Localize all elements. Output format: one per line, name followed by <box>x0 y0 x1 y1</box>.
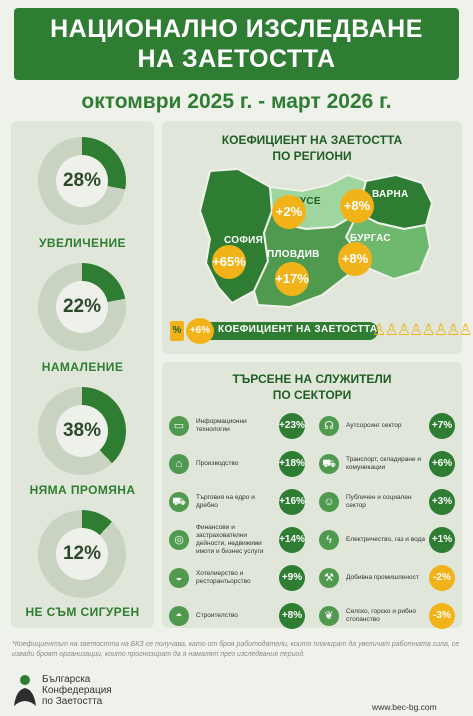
logo-line-3: по Заетостта <box>42 696 103 707</box>
sector-row: ☊ Аутсорсинг сектор +7% <box>314 413 457 439</box>
sector-label: Производство <box>196 460 239 467</box>
helmet-icon: ◓ <box>169 606 189 626</box>
computer-icon: ▭ <box>169 416 189 436</box>
sector-value: +7% <box>429 413 455 439</box>
sector-row: ⚒ Добивна промишленост -2% <box>314 565 457 591</box>
sector-row: ☺ Публичен и социален сектор +3% <box>314 489 457 515</box>
people-icon: ☺ <box>319 492 339 512</box>
region-varna-value: +8% <box>340 189 374 223</box>
logo-text: Българска Конфедерация по Заетостта <box>42 674 112 707</box>
bkz-logo-icon <box>14 675 36 706</box>
pickaxe-icon: ⚒ <box>319 568 339 588</box>
sector-value: +14% <box>279 527 305 553</box>
leaf-icon: ❦ <box>319 606 339 626</box>
lightning-icon: ϟ <box>319 530 339 550</box>
sector-label: Публичен и социален сектор <box>346 494 412 509</box>
sector-row: ▭ Информационни технологии +23% <box>164 413 307 439</box>
region-sofia-value: +65% <box>212 245 246 279</box>
donut-no-change-label: НЯМА ПРОМЯНА <box>29 483 136 497</box>
regions-title-line-2: ПО РЕГИОНИ <box>272 149 352 163</box>
region-sofia-label: СОФИЯ <box>224 235 264 246</box>
sector-value: +16% <box>279 489 305 515</box>
region-varna-label: ВАРНА <box>372 189 409 200</box>
cart-icon: ⛟ <box>169 492 189 512</box>
region-plovdiv-label: ПЛОВДИВ <box>267 249 320 260</box>
sector-row: ◎ Финансови и застрахователни дейности, … <box>164 524 307 555</box>
website-link[interactable]: www.bec-bg.com <box>372 702 437 712</box>
sector-label: Финансови и застрахователни дейности, не… <box>196 524 264 555</box>
regions-panel: КОЕФИЦИЕНТ НА ЗАЕТОСТТА ПО РЕГИОНИ РУСЕ … <box>162 121 473 354</box>
coefficient-bar: % +6% КОЕФИЦИЕНТ НА ЗАЕТОСТТА ♙♙♙♙♙♙♙♙♙ <box>170 318 473 344</box>
sector-label: Хотелиерство и ресторантьорство <box>196 570 251 585</box>
people-row-icon: ♙♙♙♙♙♙♙♙♙ <box>372 322 473 339</box>
sector-value: +1% <box>429 527 455 553</box>
donut-no-change-value: 38% <box>62 420 102 441</box>
footnote: *Коефициентът на заетостта на БКЗ се пол… <box>12 641 460 658</box>
title-line-2: НА ЗАЕТОСТТА <box>137 45 336 73</box>
headset-icon: ☊ <box>319 416 339 436</box>
percent-icon: % <box>170 321 184 341</box>
donut-increase-label: УВЕЛИЧЕНИЕ <box>39 236 126 250</box>
sector-label: Транспорт, складиране и комуникации <box>346 456 422 471</box>
donut-no-change: 38% <box>38 387 126 475</box>
donut-decrease: 22% <box>38 263 126 351</box>
title-banner: НАЦИОНАЛНО ИЗСЛЕДВАНЕ НА ЗАЕТОСТТА <box>14 8 459 80</box>
sector-label: Селско, горско и рибно стопанство <box>346 608 416 623</box>
region-burgas-value: +8% <box>338 242 372 276</box>
sector-value: +9% <box>279 565 305 591</box>
donut-decrease-label: НАМАЛЕНИЕ <box>41 360 124 374</box>
factory-icon: ⌂ <box>169 454 189 474</box>
donut-increase-value: 28% <box>62 170 102 191</box>
donut-unsure-value: 12% <box>62 543 102 564</box>
sector-label: Електричество, газ и вода <box>346 536 425 543</box>
sector-row: ⛟ Търговия на едро и дребно +16% <box>164 489 307 515</box>
coins-icon: ◎ <box>169 530 189 550</box>
sector-label: Информационни технологии <box>196 418 247 433</box>
sector-label: Строителство <box>196 612 238 619</box>
truck-icon: ⛟ <box>319 454 339 474</box>
sector-value: +23% <box>279 413 305 439</box>
logo-line-1: Българска <box>42 674 91 685</box>
sectors-panel: ТЪРСЕНЕ НА СЛУЖИТЕЛИ ПО СЕКТОРИ ▭ Информ… <box>162 362 462 629</box>
sector-row: ⌂ Производство +18% <box>164 451 307 477</box>
region-burgas-label: БУРГАС <box>350 233 391 244</box>
sector-row: ❦ Селско, горско и рибно стопанство -3% <box>314 603 457 629</box>
title-line-1: НАЦИОНАЛНО ИЗСЛЕДВАНЕ <box>50 15 423 43</box>
region-ruse-value: +2% <box>272 195 306 229</box>
donut-unsure-label: НЕ СЪМ СИГУРЕН <box>25 605 140 619</box>
sectors-title-line-2: ПО СЕКТОРИ <box>272 388 352 402</box>
region-ruse-label: РУСЕ <box>293 196 321 207</box>
sector-label: Аутсорсинг сектор <box>346 422 402 429</box>
sectors-title-line-1: ТЪРСЕНЕ НА СЛУЖИТЕЛИ <box>232 372 392 386</box>
sector-row: ◓ Строителство +8% <box>164 603 307 629</box>
sector-value: +6% <box>429 451 455 477</box>
sector-row: ◒ Хотелиерство и ресторантьорство +9% <box>164 565 307 591</box>
survey-period: октомври 2025 г. - март 2026 г. <box>81 90 392 113</box>
sector-value: -3% <box>429 603 455 629</box>
sector-value: -2% <box>429 565 455 591</box>
sector-value: +8% <box>279 603 305 629</box>
sector-label: Търговия на едро и дребно <box>196 494 255 509</box>
sector-row: ϟ Електричество, газ и вода +1% <box>314 527 457 553</box>
regions-title-line-1: КОЕФИЦИЕНТ НА ЗАЕТОСТТА <box>221 133 403 147</box>
sector-label: Добивна промишленост <box>346 574 419 581</box>
sector-row: ⛟ Транспорт, складиране и комуникации +6… <box>314 451 457 477</box>
logo-line-2: Конфедерация <box>42 685 112 696</box>
donut-increase: 28% <box>38 137 126 225</box>
expectations-panel: 28% УВЕЛИЧЕНИЕ 22% НАМАЛЕНИЕ 38% НЯМА ПР… <box>11 121 154 628</box>
coefficient-label: КОЕФИЦИЕНТ НА ЗАЕТОСТТА <box>218 324 378 335</box>
sector-value: +3% <box>429 489 455 515</box>
cloche-icon: ◒ <box>169 568 189 588</box>
donut-decrease-value: 22% <box>62 296 102 317</box>
coefficient-value: +6% <box>186 318 214 344</box>
region-plovdiv-value: +17% <box>275 262 309 296</box>
donut-unsure: 12% <box>38 510 126 598</box>
sector-value: +18% <box>279 451 305 477</box>
